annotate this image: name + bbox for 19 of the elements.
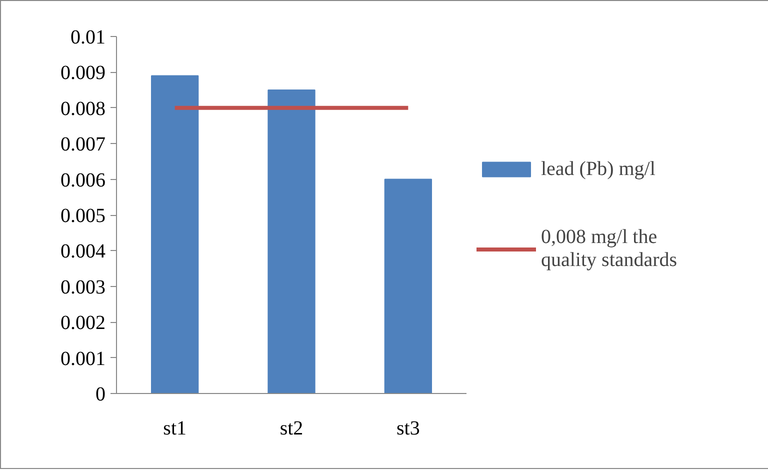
bar: [268, 90, 316, 394]
y-tick-label: 0.007: [60, 134, 106, 156]
y-tick-label: 0.008: [60, 98, 106, 120]
y-tick-label: 0.006: [60, 169, 106, 192]
bar: [151, 75, 199, 394]
legend-label: 0,008 mg/l the quality standards: [541, 226, 678, 272]
y-tick-label: 0.01: [70, 26, 106, 48]
x-tick-label: st2: [280, 418, 304, 440]
bar: [384, 178, 432, 394]
y-tick-label: 0.001: [60, 348, 106, 370]
y-tick-label: 0.002: [60, 312, 106, 334]
y-tick-label: 0: [96, 384, 106, 406]
legend-label: lead (Pb) mg/l: [541, 158, 656, 180]
y-tick-label: 0.003: [60, 276, 106, 298]
y-tick-label: 0.004: [60, 240, 106, 263]
x-tick-label: st3: [396, 418, 420, 440]
y-tick-label: 0.009: [60, 62, 106, 84]
x-tick-label: st1: [163, 418, 187, 440]
y-tick-label: 0.005: [60, 205, 106, 227]
